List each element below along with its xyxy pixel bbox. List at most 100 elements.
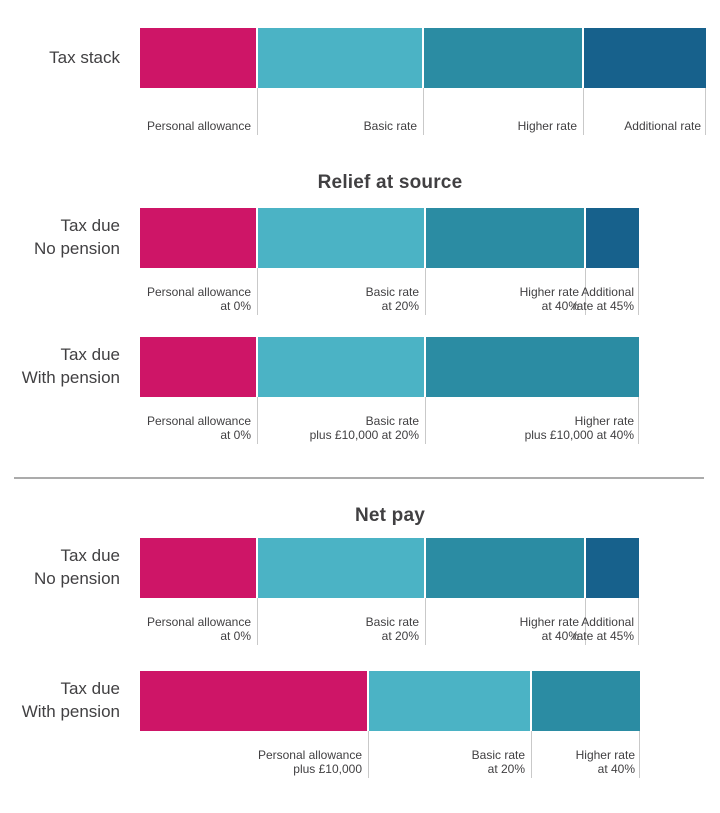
tick-line (257, 397, 258, 444)
bar-segment-basic-rate (258, 538, 424, 598)
tick-label: Basic rate at 20% (472, 748, 525, 776)
bar-segment-higher-rate (426, 538, 584, 598)
tick-line (639, 731, 640, 778)
tick-label: Higher rate (518, 119, 577, 133)
bar-segment-higher-rate (532, 671, 640, 731)
bar-segment-higher-rate (426, 208, 584, 268)
tick-label-line: Basic rate (471, 748, 525, 762)
tick-area: Personal allowance at 0% Basic rate at 20% H… (140, 268, 639, 315)
tick-label-line: plus £10,000 (293, 762, 362, 776)
tick-label: Additional rate at 45% (573, 615, 634, 643)
tick-label-line: plus £10,000 at 40% (524, 428, 634, 442)
bar-segment-personal-allowance (140, 671, 367, 731)
tick-label: Higher rate at 40% (520, 615, 579, 643)
tick-label-line: Personal allowance (146, 414, 251, 428)
tick-label-line: Additional rate (624, 119, 701, 133)
tick-label: Personal allowance at 0% (147, 285, 251, 313)
tick-area: Personal allowance Basic rate Higher rate A… (140, 88, 706, 135)
bar-segment-additional-rate (586, 208, 639, 268)
tick-label-line: Higher rate (574, 414, 634, 428)
stacked-bar (140, 538, 639, 598)
tick-label-line: at 0% (220, 629, 251, 643)
tick-area: Personal allowance at 0% Basic rate at 20% H… (140, 598, 639, 645)
tick-line (425, 598, 426, 645)
stacked-bar (140, 28, 706, 88)
tick-label-line: Basic rate (365, 615, 419, 629)
bar-segment-additional-rate (584, 28, 706, 88)
tick-label-line: rate at 45% (572, 299, 634, 313)
tick-area: Personal allowance at 0% Basic rate plus £1… (140, 397, 639, 444)
tick-label-line: Higher rate (519, 285, 579, 299)
tick-line (257, 268, 258, 315)
tick-label-line: at 0% (220, 428, 251, 442)
tick-label: Personal allowance plus £10,000 (258, 748, 362, 776)
tick-label: Higher rate at 40% (520, 285, 579, 313)
bar-segment-personal-allowance (140, 208, 256, 268)
row-label: Tax due With pension (0, 337, 120, 397)
tick-label: Personal allowance at 0% (147, 414, 251, 442)
tick-label-line: rate at 45% (572, 629, 634, 643)
tick-label-line: Basic rate (365, 285, 419, 299)
tick-label-line: at 20% (381, 299, 419, 313)
bar-segment-personal-allowance (140, 337, 256, 397)
tick-label-line: at 40% (541, 629, 579, 643)
tick-label-line: Additional (581, 285, 634, 299)
bar-segment-basic-rate (258, 28, 422, 88)
tick-label-line: Additional (581, 615, 634, 629)
row-label-line: Tax due (60, 345, 120, 365)
stacked-bar (140, 671, 640, 731)
tick-line (257, 598, 258, 645)
tick-label-line: Higher rate (517, 119, 577, 133)
tick-label-line: at 20% (381, 629, 419, 643)
bar-segment-personal-allowance (140, 28, 256, 88)
tick-line (638, 397, 639, 444)
tick-line (638, 268, 639, 315)
tick-label-line: plus £10,000 at 20% (309, 428, 419, 442)
section-heading-relief-at-source: Relief at source (317, 172, 463, 193)
row-label-line: No pension (33, 569, 120, 588)
tick-line (368, 731, 369, 778)
row-label-line: Tax due (60, 679, 120, 699)
tick-label-line: at 0% (220, 299, 251, 313)
tick-label-line: at 20% (487, 762, 525, 776)
row-label: Tax due No pension (0, 208, 120, 268)
tick-label: Additional rate (624, 119, 701, 133)
tick-line (705, 88, 706, 135)
row-label-line: Tax due (60, 546, 120, 566)
stacked-bar (140, 337, 639, 397)
tick-line (583, 88, 584, 135)
tick-line (257, 88, 258, 135)
section-heading-net-pay: Net pay (354, 505, 426, 526)
tick-label-line: Higher rate (575, 748, 635, 762)
tick-label-line: Basic rate (363, 119, 417, 133)
tick-label: Basic rate at 20% (366, 615, 419, 643)
section-divider (14, 477, 704, 479)
tick-label: Basic rate (364, 119, 417, 133)
row-label-line: With pension (21, 702, 120, 721)
row-label-line: With pension (21, 368, 120, 387)
row-label-line: Tax stack (49, 47, 120, 67)
tick-line (425, 268, 426, 315)
bar-segment-higher-rate (426, 337, 639, 397)
tick-line (585, 598, 586, 645)
row-label-line: Tax due (60, 216, 120, 236)
bar-segment-personal-allowance (140, 538, 256, 598)
tick-line (585, 268, 586, 315)
bar-segment-additional-rate (586, 538, 639, 598)
bar-segment-basic-rate (369, 671, 530, 731)
tick-area: Personal allowance plus £10,000 Basic rate… (140, 731, 640, 778)
tick-line (423, 88, 424, 135)
tick-label-line: Personal allowance (257, 748, 362, 762)
tick-label-line: Personal allowance (146, 615, 251, 629)
row-label: Tax due No pension (0, 538, 120, 598)
tick-label-line: at 40% (597, 762, 635, 776)
tick-label-line: Personal allowance (146, 285, 251, 299)
tick-label-line: Basic rate (365, 414, 419, 428)
bar-segment-basic-rate (258, 337, 424, 397)
tick-line (638, 598, 639, 645)
tick-label: Higher rate at 40% (576, 748, 635, 776)
tick-line (425, 397, 426, 444)
bar-segment-basic-rate (258, 208, 424, 268)
tick-label: Basic rate at 20% (366, 285, 419, 313)
